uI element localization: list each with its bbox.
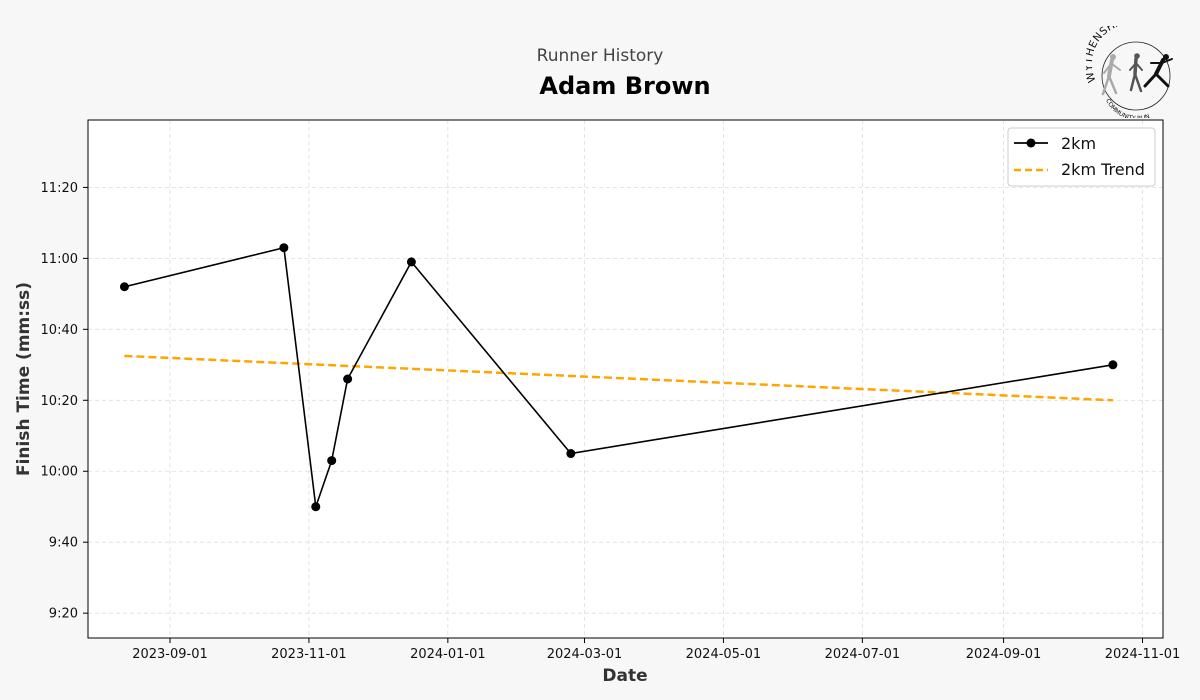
legend-label-2km: 2km — [1061, 134, 1096, 153]
legend-marker-2km — [1026, 138, 1036, 148]
x-tick-label: 2024-11-01 — [1105, 647, 1181, 662]
runner-icon — [1129, 53, 1143, 93]
runner-icon — [1101, 54, 1121, 96]
y-tick-label: 10:00 — [41, 465, 78, 480]
data-point-2km — [406, 257, 416, 267]
y-tick-label: 11:00 — [41, 252, 78, 267]
x-tick-label: 2024-07-01 — [825, 647, 901, 662]
series-layer — [119, 243, 1118, 512]
x-tick-label: 2024-09-01 — [966, 647, 1042, 662]
data-point-2km — [327, 456, 337, 466]
y-tick-label: 11:20 — [41, 181, 78, 196]
x-axis-label: Date — [602, 666, 647, 686]
trend-layer — [124, 354, 1113, 402]
x-tick-label: 2024-05-01 — [686, 647, 762, 662]
trend-line-2km — [124, 354, 1113, 402]
chart-subtitle: Runner History — [536, 46, 664, 66]
x-axis-ticks: 2023-09-01 2023-11-01 2024-01-01 2024-03-01… — [132, 638, 1180, 662]
x-tick-label: 2024-01-01 — [410, 647, 486, 662]
chart-title: Adam Brown — [539, 72, 711, 100]
y-tick-label: 9:20 — [49, 607, 78, 622]
data-point-2km — [279, 243, 289, 253]
y-tick-label: 10:20 — [41, 394, 78, 409]
y-axis-ticks: 9:20 9:40 10:00 10:20 10:40 11:00 11:20 — [41, 181, 88, 622]
x-tick-label: 2023-09-01 — [132, 647, 208, 662]
plot-frame — [87, 119, 1164, 639]
legend-label-trend: 2km Trend — [1061, 160, 1145, 179]
data-point-2km — [1108, 360, 1118, 370]
data-point-2km — [566, 449, 576, 459]
legend: 2km 2km Trend — [1007, 127, 1156, 187]
runner-icon — [1143, 54, 1173, 88]
x-tick-label: 2023-11-01 — [271, 647, 347, 662]
plot-area — [88, 120, 1163, 638]
grid — [88, 120, 1163, 638]
data-point-2km — [343, 374, 353, 384]
data-point-2km — [311, 502, 321, 512]
series-line-2km — [124, 246, 1114, 507]
y-tick-label: 10:40 — [41, 323, 78, 338]
y-tick-label: 9:40 — [49, 536, 78, 551]
data-point-2km — [119, 282, 129, 292]
x-tick-label: 2024-03-01 — [547, 647, 623, 662]
wythenshawe-logo: WYTHENSHAWE COMMUNITY RUN — [1086, 26, 1173, 118]
y-axis-label: Finish Time (mm:ss) — [14, 282, 34, 476]
